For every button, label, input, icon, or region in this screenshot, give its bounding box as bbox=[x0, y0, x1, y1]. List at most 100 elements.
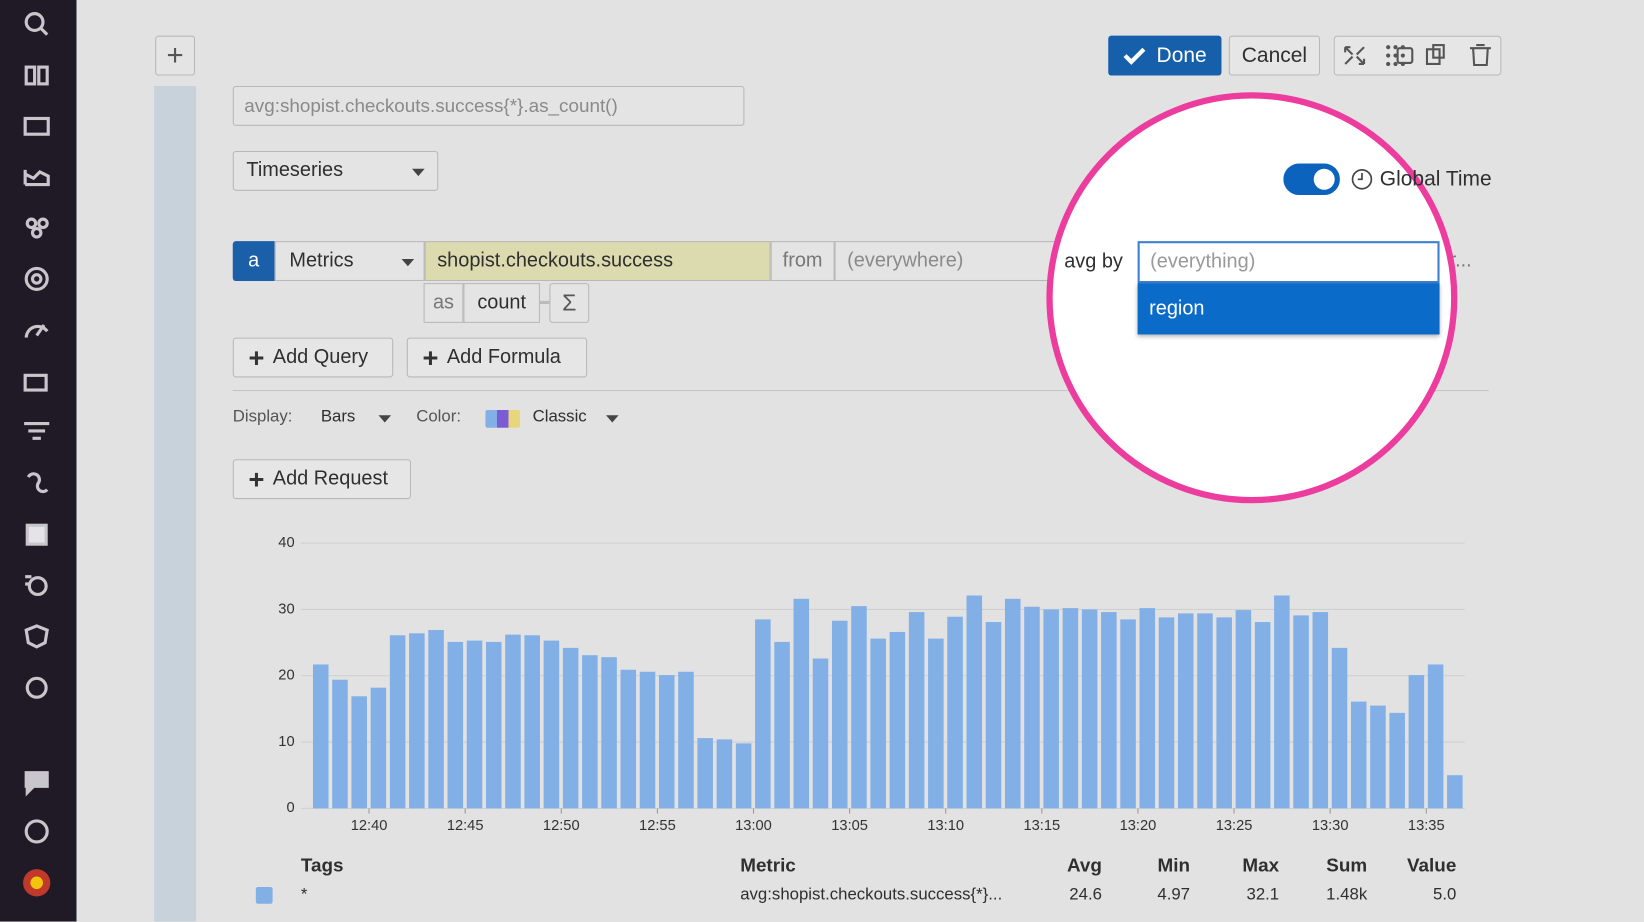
avg-by-label: avg by bbox=[1064, 250, 1123, 273]
bar bbox=[389, 635, 406, 809]
add-query-button[interactable]: + Add Query bbox=[232, 337, 394, 378]
x-tick-label: 13:25 bbox=[1216, 818, 1253, 834]
bar bbox=[1004, 598, 1021, 809]
source-select[interactable]: Metrics bbox=[274, 241, 425, 281]
x-tick-label: 13:00 bbox=[735, 818, 772, 834]
y-tick-label: 30 bbox=[278, 601, 294, 617]
as-value: count bbox=[477, 291, 527, 314]
table-cell: avg:shopist.checkouts.success{*}... bbox=[740, 885, 1003, 904]
bar bbox=[658, 675, 675, 809]
from-text: from bbox=[782, 249, 823, 272]
caret bbox=[606, 415, 619, 423]
bar bbox=[1216, 617, 1232, 809]
add-request-button[interactable]: + Add Request bbox=[232, 459, 412, 500]
from-value: (everywhere) bbox=[847, 249, 964, 272]
y-tick-label: 40 bbox=[278, 535, 294, 551]
bar bbox=[1293, 615, 1309, 809]
bar bbox=[1177, 613, 1194, 809]
global-time-label: Global Time bbox=[1379, 167, 1492, 191]
color-label: Color: bbox=[416, 407, 461, 426]
bar bbox=[1235, 610, 1252, 809]
bar bbox=[562, 647, 579, 809]
avg-by-input[interactable]: (everything) bbox=[1137, 241, 1440, 284]
color-swatch bbox=[485, 409, 521, 428]
bar bbox=[332, 679, 348, 809]
bar bbox=[312, 664, 329, 809]
sidebar bbox=[0, 0, 77, 922]
bar bbox=[1120, 619, 1136, 809]
connector bbox=[539, 300, 550, 305]
x-tick-label: 13:30 bbox=[1312, 818, 1349, 834]
x-tick-label: 13:05 bbox=[831, 818, 868, 834]
table-header: Sum bbox=[1326, 854, 1368, 876]
side-strip bbox=[154, 85, 197, 922]
metric-value: shopist.checkouts.success bbox=[437, 249, 674, 272]
bar bbox=[428, 629, 444, 809]
x-tick-label: 13:35 bbox=[1408, 818, 1445, 834]
bar bbox=[1408, 675, 1425, 809]
clock-icon bbox=[1351, 169, 1373, 190]
query-input[interactable]: avg:shopist.checkouts.success{*}.as_coun… bbox=[232, 85, 745, 126]
visualization-select[interactable]: Timeseries bbox=[232, 150, 439, 191]
bar bbox=[1447, 775, 1463, 809]
bar bbox=[1331, 647, 1348, 809]
table-header: Avg bbox=[1066, 854, 1102, 876]
bar bbox=[1062, 608, 1079, 809]
widget-tools[interactable] bbox=[1333, 35, 1502, 76]
bar bbox=[466, 640, 483, 809]
add-formula-button[interactable]: + Add Formula bbox=[406, 337, 588, 378]
cancel-button[interactable]: Cancel bbox=[1228, 35, 1321, 76]
display-select[interactable]: Bars bbox=[320, 407, 356, 426]
as-label: as bbox=[423, 283, 464, 323]
add-widget-button[interactable]: + bbox=[155, 35, 196, 76]
bar bbox=[1312, 612, 1329, 809]
bar bbox=[831, 620, 848, 809]
bar bbox=[1350, 701, 1367, 809]
done-button[interactable]: Done bbox=[1108, 35, 1222, 76]
y-tick-label: 20 bbox=[278, 668, 294, 684]
color-select[interactable]: Classic bbox=[532, 407, 587, 426]
table-header: Min bbox=[1157, 854, 1191, 876]
bar bbox=[1389, 712, 1405, 809]
bar bbox=[1158, 617, 1175, 809]
bar bbox=[678, 671, 694, 809]
as-select[interactable]: count bbox=[463, 283, 540, 323]
display-label: Display: bbox=[232, 407, 293, 426]
add-formula-label: Add Formula bbox=[446, 345, 561, 369]
table-cell: 1.48k bbox=[1326, 885, 1368, 904]
bar bbox=[1197, 613, 1213, 809]
bar bbox=[1274, 595, 1290, 809]
bar bbox=[1427, 664, 1444, 809]
x-tick-label: 12:55 bbox=[639, 818, 676, 834]
source-value: Metrics bbox=[289, 249, 354, 272]
table-header: Value bbox=[1407, 854, 1457, 876]
x-tick-label: 13:20 bbox=[1120, 818, 1157, 834]
table-header: Metric bbox=[740, 854, 796, 876]
add-query-label: Add Query bbox=[272, 345, 369, 369]
bar bbox=[1370, 705, 1386, 809]
avg-by-option-label: region bbox=[1149, 297, 1205, 320]
bar bbox=[505, 634, 521, 809]
table-cell: 24.6 bbox=[1069, 885, 1102, 904]
global-time-toggle[interactable] bbox=[1283, 163, 1340, 196]
legend-swatch bbox=[255, 887, 273, 904]
query-letter: a bbox=[232, 241, 275, 281]
bar bbox=[774, 641, 790, 809]
function-button[interactable]: Σ bbox=[549, 283, 590, 323]
x-tick-label: 12:50 bbox=[543, 818, 580, 834]
bar bbox=[812, 658, 829, 809]
bar bbox=[351, 696, 367, 809]
bar bbox=[697, 738, 713, 809]
avg-by-placeholder: (everything) bbox=[1150, 250, 1256, 273]
from-input[interactable]: (everywhere) bbox=[834, 241, 1066, 281]
metric-input[interactable]: shopist.checkouts.success bbox=[424, 241, 771, 281]
bar bbox=[928, 638, 944, 809]
table-header: Max bbox=[1242, 854, 1280, 876]
avg-by-option[interactable]: region bbox=[1137, 283, 1440, 335]
bar bbox=[370, 687, 387, 809]
bar bbox=[851, 606, 867, 809]
x-tick-label: 12:45 bbox=[447, 818, 484, 834]
bar bbox=[1043, 609, 1059, 809]
